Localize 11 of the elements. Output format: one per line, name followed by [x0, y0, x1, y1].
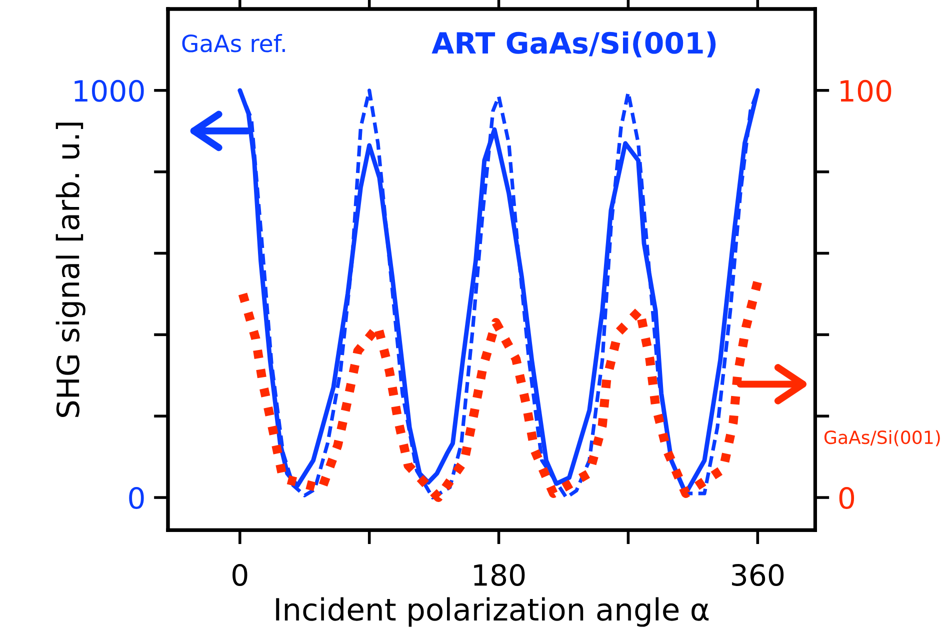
- series-label: ART GaAs/Si(001): [432, 31, 716, 58]
- x-axis-title: Incident polarization angle α: [276, 597, 709, 627]
- text: GaAs/Si(001): [824, 430, 940, 446]
- x-tick-label: 360: [732, 564, 784, 586]
- y2-tick-label: 100: [840, 80, 892, 102]
- y-axis-title: SHG signal [arb. u.]: [56, 122, 86, 417]
- x-tick-label: 180: [474, 564, 525, 586]
- y2-tick-label: 0: [839, 486, 854, 510]
- x-tick-label: 0: [232, 564, 248, 586]
- text: GaAs ref.: [182, 34, 285, 52]
- y-tick-label: 1000: [74, 80, 144, 102]
